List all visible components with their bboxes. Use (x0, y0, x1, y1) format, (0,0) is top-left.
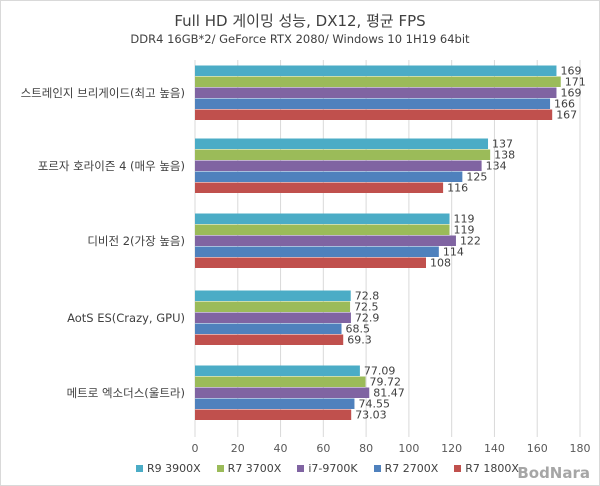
legend-label: i7-9700K (308, 462, 358, 475)
legend-label: R9 3900X (147, 462, 201, 475)
data-label: 116 (447, 182, 468, 195)
x-tick-label: 180 (570, 442, 591, 455)
bar (195, 257, 426, 268)
data-label: 74.55 (358, 398, 390, 411)
chart-title: Full HD 게이밍 성능, DX12, 평균 FPS (174, 12, 426, 30)
data-label: 119 (454, 213, 475, 226)
legend-item: i7-9700K (297, 462, 358, 475)
data-label: 108 (430, 257, 451, 270)
data-label: 171 (565, 76, 586, 89)
data-label: 167 (556, 109, 577, 122)
data-label: 114 (443, 246, 464, 259)
data-label: 72.5 (354, 301, 379, 314)
data-label: 68.5 (346, 323, 371, 336)
bar (195, 98, 551, 109)
legend-label: R7 3700X (227, 462, 282, 475)
legend-item: R7 3700X (216, 462, 282, 475)
legend-swatch (216, 465, 224, 472)
bar (195, 409, 352, 420)
data-label: 122 (460, 235, 481, 248)
bar (195, 76, 561, 87)
x-tick-label: 160 (527, 442, 548, 455)
data-label: 134 (486, 160, 507, 173)
bar (195, 235, 456, 246)
bar (195, 182, 444, 193)
bar (195, 109, 553, 120)
bar (195, 365, 360, 376)
legend-item: R9 3900X (136, 462, 201, 475)
bar (195, 171, 463, 182)
bar (195, 87, 557, 98)
x-tick-label: 140 (484, 442, 505, 455)
bodnara-logo: BodNara (517, 464, 590, 482)
x-tick-label: 80 (359, 442, 373, 455)
x-tick-label: 40 (274, 442, 288, 455)
bar (195, 65, 557, 76)
bar (195, 290, 351, 301)
data-label: 169 (560, 87, 581, 100)
bar (195, 301, 351, 312)
data-label: 69.3 (347, 334, 372, 347)
chart-subtitle: DDR4 16GB*2/ GeForce RTX 2080/ Windows 1… (130, 32, 470, 46)
legend-swatch (136, 465, 143, 472)
bar (195, 224, 450, 235)
bar (195, 323, 342, 334)
x-tick-label: 60 (316, 442, 330, 455)
x-tick-label: 100 (398, 442, 419, 455)
data-label: 72.8 (355, 290, 380, 303)
legend-swatch (454, 465, 462, 472)
data-label: 166 (554, 98, 575, 111)
data-label: 138 (494, 149, 515, 162)
legend-label: R7 1800X (465, 462, 519, 475)
data-label: 137 (492, 138, 513, 151)
category-label: 디비전 2(가장 높음) (87, 234, 185, 248)
data-label: 169 (560, 65, 581, 78)
legend-swatch (297, 465, 305, 472)
data-label: 77.09 (364, 365, 396, 378)
category-label: 메트로 엑소더스(울트라) (67, 386, 185, 400)
bar (195, 213, 450, 224)
legend-label: R7 2700X (384, 462, 439, 475)
bar (195, 138, 489, 149)
legend-item: R7 2700X (373, 462, 439, 475)
category-label: AotS ES(Crazy, GPU) (67, 311, 185, 325)
x-tick-label: 0 (192, 442, 199, 455)
bar (195, 387, 370, 398)
data-label: 72.9 (355, 312, 380, 325)
data-label: 73.03 (355, 409, 387, 422)
data-label: 125 (466, 171, 487, 184)
data-label: 119 (454, 224, 475, 237)
category-label: 포르자 호라이즌 4 (매우 높음) (38, 159, 185, 173)
bar (195, 398, 355, 409)
bar (195, 160, 482, 171)
bar (195, 334, 344, 345)
bar (195, 149, 491, 160)
legend-swatch (373, 465, 381, 472)
x-tick-label: 20 (231, 442, 245, 455)
data-label: 81.47 (373, 387, 405, 400)
category-label: 스트레인지 브리게이드(최고 높음) (21, 86, 185, 100)
legend: R9 3900X R7 3700X i7-9700K R7 2700X R7 1800X (136, 462, 519, 475)
x-tick-label: 120 (441, 442, 462, 455)
bar (195, 246, 439, 257)
bar (195, 312, 351, 323)
data-label: 79.72 (370, 376, 402, 389)
legend-item: R7 1800X (454, 462, 519, 475)
bar (195, 376, 366, 387)
